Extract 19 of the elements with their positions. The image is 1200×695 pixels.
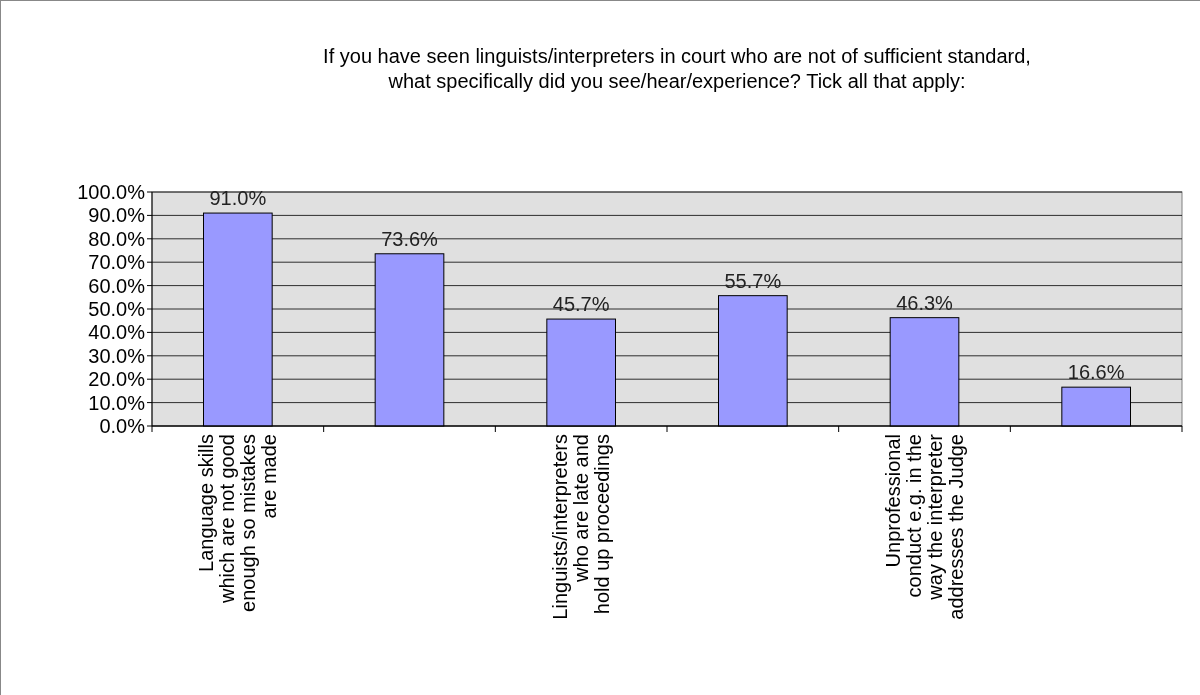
y-tick-label: 60.0% (88, 274, 146, 297)
data-label: 91.0% (209, 187, 267, 210)
y-tick-label: 40.0% (88, 321, 146, 344)
y-tick-label: 0.0% (99, 415, 146, 437)
y-tick-label: 80.0% (88, 227, 146, 250)
y-tick-label: 70.0% (88, 251, 146, 274)
y-tick-label: 10.0% (88, 391, 146, 414)
x-tick-label: Unprofessional conduct e.g. in the way the interpreter addresses the Judge (882, 433, 967, 620)
y-tick-label: 30.0% (88, 344, 146, 367)
x-tick-label: Linguists/interpreters who are late and hold up proceedings (549, 434, 614, 620)
chart-title: If you have seen linguists/interpreters in court who are not of sufficient standard, what specifically did you see/hear/experience? Tick all that apply: (323, 45, 1031, 92)
x-tick-label: Language skills which are not good enough so mistakes are made (195, 434, 281, 612)
y-tick-label: 50.0% (88, 298, 146, 320)
data-label: 16.6% (1067, 361, 1125, 384)
data-label: 46.3% (896, 291, 954, 314)
data-label: 45.7% (552, 293, 610, 316)
y-tick-label: 20.0% (88, 368, 146, 391)
y-tick-label: 90.0% (88, 204, 146, 227)
y-tick-label: 100.0% (77, 181, 146, 203)
